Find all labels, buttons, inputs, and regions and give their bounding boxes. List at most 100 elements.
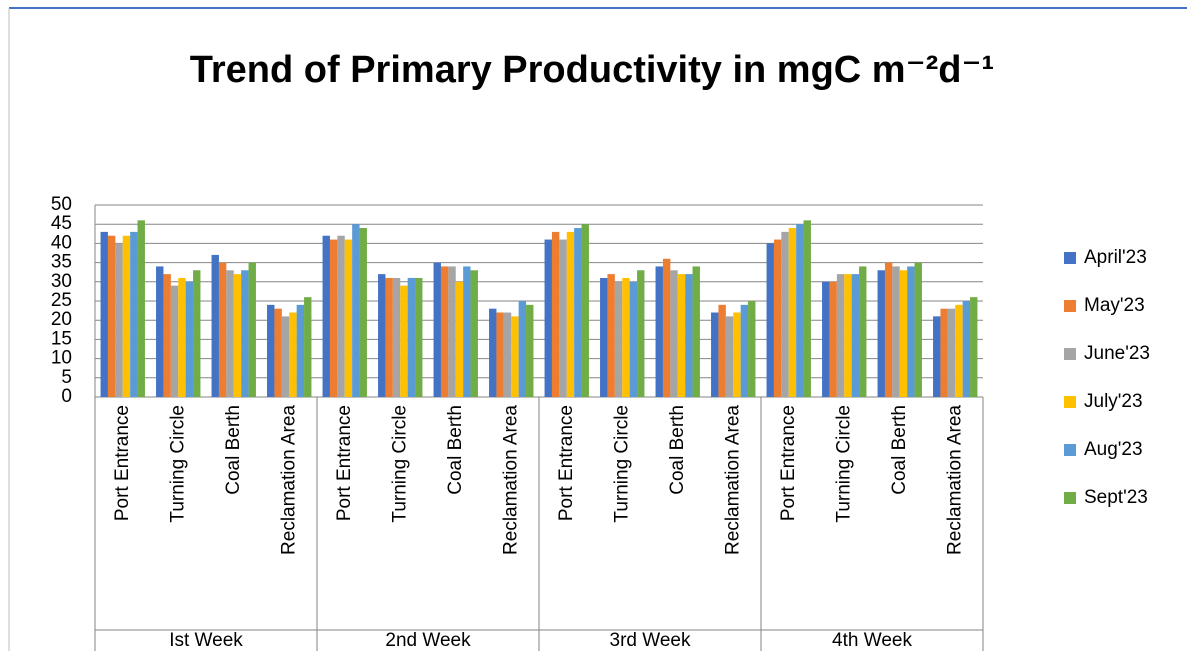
bar xyxy=(685,274,693,397)
bar xyxy=(662,258,671,397)
legend-label: July'23 xyxy=(1084,391,1143,412)
bar xyxy=(489,308,497,397)
bar xyxy=(407,277,416,397)
bar xyxy=(241,270,249,397)
bar xyxy=(692,266,700,397)
bar xyxy=(733,312,741,397)
bar xyxy=(718,304,726,397)
x-tick-label: Turning Circle xyxy=(833,405,854,523)
bar xyxy=(670,270,678,397)
bar xyxy=(130,231,138,397)
bar xyxy=(274,308,282,397)
bar xyxy=(622,277,630,397)
bar xyxy=(711,312,719,397)
bar xyxy=(781,231,789,397)
bar xyxy=(851,274,860,397)
bar xyxy=(574,228,582,397)
bar xyxy=(518,301,527,397)
bar xyxy=(378,274,386,397)
x-tick-label: Port Entrance xyxy=(112,405,133,521)
x-tick-label: Port Entrance xyxy=(778,405,799,521)
bar xyxy=(677,274,686,397)
bar xyxy=(581,224,589,397)
x-tick-label: Turning Circle xyxy=(389,405,410,523)
group-label: 4th Week xyxy=(832,630,912,651)
bar xyxy=(655,266,663,397)
bar xyxy=(178,277,186,397)
y-tick-label: 35 xyxy=(51,252,72,273)
y-tick-label: 45 xyxy=(51,213,72,234)
bar xyxy=(163,274,171,397)
y-tick-label: 20 xyxy=(51,309,72,330)
x-tick-label: Turning Circle xyxy=(167,405,188,523)
bar xyxy=(877,270,885,397)
bar xyxy=(559,239,567,397)
legend-label: Aug'23 xyxy=(1084,439,1143,460)
bar xyxy=(455,281,464,397)
bar xyxy=(914,262,922,397)
bar xyxy=(859,266,867,397)
bar xyxy=(352,224,360,397)
bar xyxy=(773,239,782,397)
bar xyxy=(329,239,338,397)
bar xyxy=(415,277,423,397)
bar xyxy=(829,281,837,397)
y-tick-label: 15 xyxy=(51,328,72,349)
bar xyxy=(137,220,145,397)
x-tick-label: Port Entrance xyxy=(556,405,577,521)
bar xyxy=(296,304,305,397)
bar xyxy=(740,304,749,397)
group-label: Ist Week xyxy=(169,630,243,651)
bar xyxy=(226,270,234,397)
x-tick-label: Reclamation Area xyxy=(278,405,299,555)
bar xyxy=(281,316,290,397)
bar xyxy=(337,235,345,397)
x-tick-label: Reclamation Area xyxy=(944,405,965,555)
bar xyxy=(748,301,756,397)
bar xyxy=(304,297,312,397)
x-tick-label: Coal Berth xyxy=(223,405,244,495)
legend-swatch xyxy=(1064,492,1076,504)
bar xyxy=(836,274,845,397)
y-tick-label: 25 xyxy=(51,290,72,311)
bar xyxy=(907,266,915,397)
bar xyxy=(725,316,734,397)
bar xyxy=(267,304,275,397)
bar xyxy=(233,274,242,397)
bar xyxy=(156,266,164,397)
bar xyxy=(193,270,201,397)
bar xyxy=(796,224,804,397)
bar xyxy=(344,239,353,397)
bar xyxy=(940,308,948,397)
bar xyxy=(788,228,797,397)
bar xyxy=(170,285,179,397)
legend-label: Sept'23 xyxy=(1084,487,1148,508)
x-tick-label: Coal Berth xyxy=(445,405,466,495)
legend-swatch xyxy=(1064,444,1076,456)
y-tick-label: 0 xyxy=(61,386,72,407)
bar xyxy=(122,235,131,397)
bar xyxy=(637,270,645,397)
legend-swatch xyxy=(1064,348,1076,360)
bar xyxy=(544,239,552,397)
x-tick-label: Coal Berth xyxy=(667,405,688,495)
bar xyxy=(822,281,830,397)
bar xyxy=(614,281,623,397)
bar xyxy=(600,277,608,397)
x-tick-label: Reclamation Area xyxy=(722,405,743,555)
bar xyxy=(892,266,900,397)
bar xyxy=(185,281,194,397)
chart-title: Trend of Primary Productivity in mgC m⁻²… xyxy=(190,49,994,91)
bar xyxy=(766,243,774,397)
y-tick-label: 50 xyxy=(51,194,72,215)
legend-label: May'23 xyxy=(1084,295,1145,316)
legend-swatch xyxy=(1064,252,1076,264)
y-tick-label: 30 xyxy=(51,271,72,292)
bar xyxy=(629,281,638,397)
bar xyxy=(433,262,441,397)
legend-label: April'23 xyxy=(1084,247,1147,268)
bar xyxy=(503,312,512,397)
bar xyxy=(526,304,534,397)
legend-swatch xyxy=(1064,300,1076,312)
